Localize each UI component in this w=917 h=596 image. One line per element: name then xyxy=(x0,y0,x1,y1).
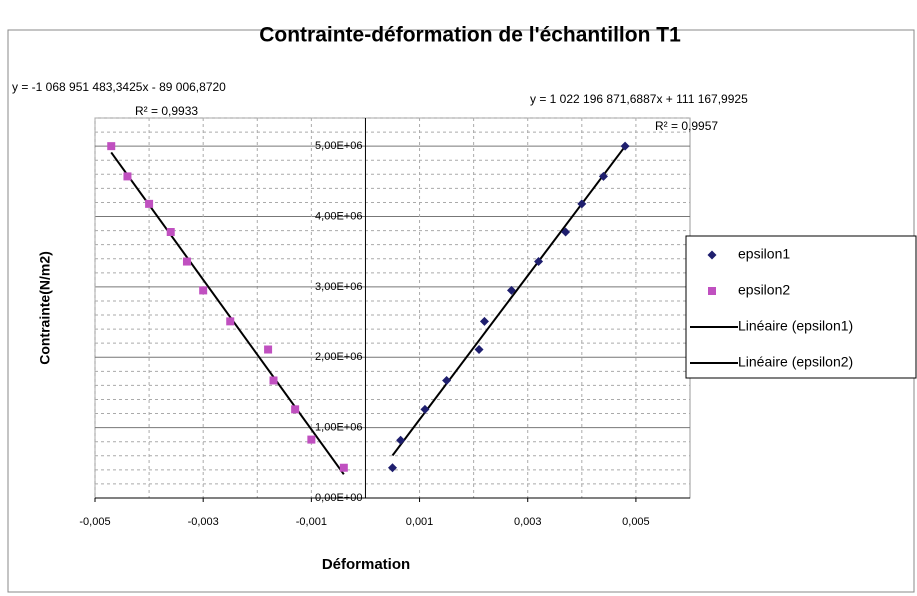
point xyxy=(561,227,571,237)
x-tick-label: 0,003 xyxy=(514,516,542,528)
point xyxy=(534,257,544,267)
point xyxy=(507,285,516,295)
x-tick-label: -0,001 xyxy=(296,516,327,528)
x-tick-label: -0,003 xyxy=(188,516,219,528)
trendline xyxy=(391,145,626,457)
trend-r2: R² = 0,9933 xyxy=(135,104,198,118)
point xyxy=(291,405,300,414)
point xyxy=(269,376,278,385)
legend-label: epsilon1 xyxy=(738,246,790,262)
legend-label: Linéaire (epsilon1) xyxy=(738,318,853,334)
point xyxy=(226,317,235,326)
y-axis-label: Contrainte(N/m2) xyxy=(37,251,53,365)
point xyxy=(396,435,406,445)
point xyxy=(107,142,116,151)
y-tick-label: 1,00E+06 xyxy=(315,422,362,434)
point xyxy=(199,286,208,295)
x-tick-label: 0,001 xyxy=(406,516,434,528)
legend-marker xyxy=(708,287,716,295)
point xyxy=(166,228,175,236)
point xyxy=(598,171,608,181)
point xyxy=(145,199,154,208)
point xyxy=(620,141,630,151)
plot-area xyxy=(94,117,691,499)
point xyxy=(182,257,191,266)
y-tick-label: 3,00E+06 xyxy=(315,281,362,293)
point xyxy=(420,404,430,414)
point xyxy=(123,172,132,181)
x-tick-label: -0,005 xyxy=(79,516,110,528)
point xyxy=(388,463,397,473)
y-tick-label: 5,00E+06 xyxy=(315,140,362,152)
point xyxy=(474,345,484,355)
y-tick-label: 2,00E+06 xyxy=(315,351,362,363)
point xyxy=(442,375,452,385)
x-axis-label: Déformation xyxy=(322,556,410,573)
legend-box xyxy=(685,235,917,379)
legend-marker xyxy=(707,250,717,260)
x-tick-label: 0,005 xyxy=(622,516,650,528)
legend-label: epsilon2 xyxy=(738,282,790,298)
trend-r2: R² = 0,9957 xyxy=(655,119,718,133)
chart-title: Contrainte-déformation de l'échantillon … xyxy=(259,24,681,47)
point xyxy=(307,435,316,444)
trend-equation: y = 1 022 196 871,6887x + 111 167,9925 xyxy=(530,92,748,106)
legend-label: Linéaire (epsilon2) xyxy=(738,354,853,370)
point xyxy=(264,345,273,354)
point xyxy=(479,316,489,326)
trend-equation: y = -1 068 951 483,3425x - 89 006,8720 xyxy=(12,80,226,94)
point xyxy=(577,199,587,209)
point xyxy=(339,463,348,472)
y-tick-label: 4,00E+06 xyxy=(315,210,362,222)
